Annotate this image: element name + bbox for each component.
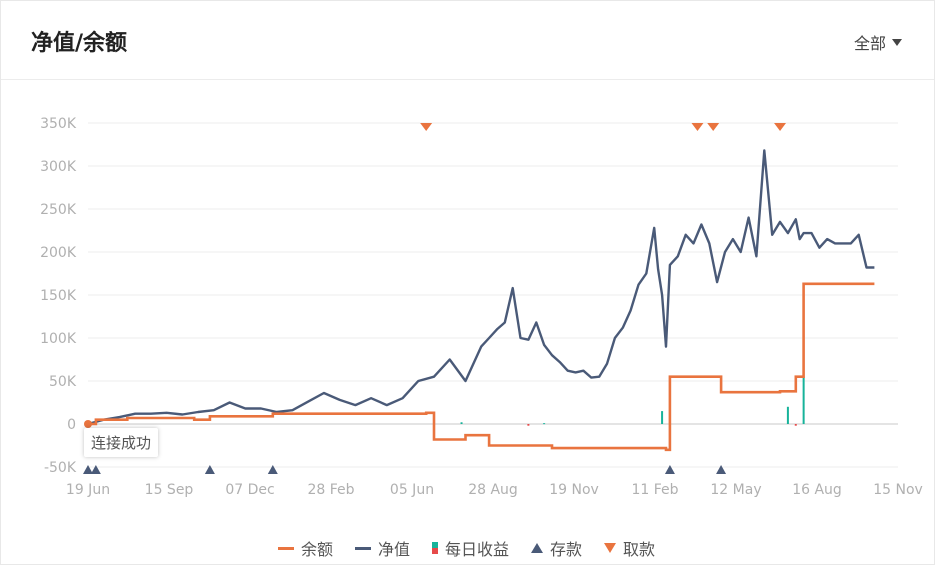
y-tick-label: 150K	[40, 288, 77, 304]
daily-profit-swatch	[431, 542, 438, 554]
balance-swatch	[277, 546, 294, 550]
legend-item-withdraw[interactable]: 取款	[604, 536, 655, 560]
x-tick-label: 15 Nov	[873, 482, 923, 498]
x-tick-label: 28 Aug	[468, 482, 518, 498]
triangle-up-icon	[531, 543, 543, 553]
daily-profit-bar	[661, 411, 664, 424]
withdraw-marker	[691, 123, 704, 131]
deposit-marker	[664, 465, 675, 474]
y-tick-label: 250K	[40, 202, 77, 218]
y-tick-label: 350K	[40, 116, 77, 132]
x-tick-label: 12 May	[710, 482, 761, 498]
balance-line	[88, 282, 875, 452]
legend-label-withdraw: 取款	[623, 540, 656, 559]
legend-label-balance: 余额	[300, 540, 333, 559]
triangle-down-icon	[604, 543, 617, 553]
deposit-marker	[90, 465, 101, 474]
y-tick-label: -50K	[44, 460, 77, 476]
withdraw-marker	[420, 123, 433, 131]
range-filter-dropdown[interactable]: 全部	[854, 30, 902, 54]
legend-item-deposit[interactable]: 存款	[531, 536, 582, 560]
y-tick-label: 100K	[40, 331, 77, 347]
legend-item-daily-profit[interactable]: 每日收益	[431, 536, 509, 560]
y-tick-label: 300K	[40, 159, 77, 175]
x-tick-label: 15 Sep	[145, 482, 194, 498]
y-tick-label: 50K	[49, 374, 77, 390]
deposit-marker	[716, 465, 727, 474]
chart-legend: 余额 净值 每日收益 存款 取款	[0, 536, 933, 560]
card-header: 净值/余额 全部	[1, 1, 934, 80]
legend-label-equity: 净值	[377, 540, 410, 559]
x-tick-label: 28 Feb	[307, 482, 354, 498]
x-tick-label: 16 Aug	[792, 482, 842, 498]
legend-label-daily-profit: 每日收益	[444, 540, 509, 559]
balance-start-point	[84, 420, 92, 428]
y-tick-label: 0	[67, 417, 76, 433]
daily-profit-bar	[460, 422, 463, 424]
status-tooltip: 连接成功	[84, 428, 159, 457]
x-tick-label: 11 Feb	[631, 482, 678, 498]
x-tick-label: 07 Dec	[225, 482, 274, 498]
card-title: 净值/余额	[31, 31, 128, 56]
deposit-marker	[204, 465, 215, 474]
x-tick-label: 05 Jun	[390, 482, 434, 498]
deposit-marker	[83, 465, 93, 474]
x-tick-label: 19 Nov	[549, 482, 599, 498]
legend-item-equity[interactable]: 净值	[354, 536, 410, 560]
equity-line	[87, 149, 875, 426]
x-tick-label: 19 Jun	[66, 482, 110, 498]
caret-down-icon	[892, 38, 902, 46]
deposit-marker	[267, 465, 278, 474]
legend-item-balance[interactable]: 余额	[277, 536, 333, 560]
legend-label-deposit: 存款	[550, 540, 583, 559]
daily-profit-bar	[794, 424, 797, 426]
daily-profit-bar	[543, 423, 546, 425]
range-filter-label: 全部	[853, 34, 886, 53]
withdraw-marker	[774, 123, 787, 131]
equity-swatch	[354, 546, 371, 550]
daily-profit-bar	[527, 424, 530, 426]
daily-profit-bar	[802, 376, 805, 424]
daily-profit-bar	[786, 406, 789, 424]
y-tick-label: 200K	[40, 245, 77, 261]
withdraw-marker	[707, 123, 720, 131]
